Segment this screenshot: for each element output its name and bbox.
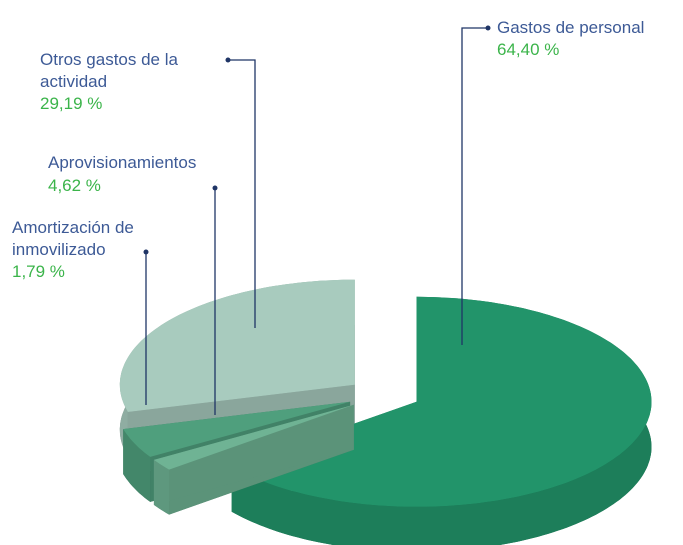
- slice-top: [119, 279, 355, 412]
- leader-dot: [143, 249, 149, 255]
- slice-top: [123, 401, 351, 457]
- slice-cut-face: [153, 404, 354, 505]
- slice-label: Otros gastos de la actividad: [40, 50, 178, 91]
- value-label: 4,62 %: [48, 176, 101, 195]
- leader-dot: [485, 25, 491, 31]
- pie-slice: [153, 404, 354, 515]
- leader-dot: [212, 185, 218, 191]
- leader-dot: [225, 57, 231, 63]
- leader-line: [228, 59, 256, 328]
- slice-label: Gastos de personal: [497, 18, 645, 37]
- slice-top: [153, 404, 354, 470]
- value-label: 1,79 %: [12, 262, 65, 281]
- value-label: 64,40 %: [497, 40, 560, 59]
- slice-label: Aprovisionamientos: [48, 153, 197, 172]
- slice-side: [153, 459, 170, 515]
- slice-side: [123, 429, 151, 502]
- slice-label: Amortización de inmovilizado: [12, 218, 134, 259]
- value-label: 29,19 %: [40, 94, 103, 113]
- leader-line: [461, 27, 488, 345]
